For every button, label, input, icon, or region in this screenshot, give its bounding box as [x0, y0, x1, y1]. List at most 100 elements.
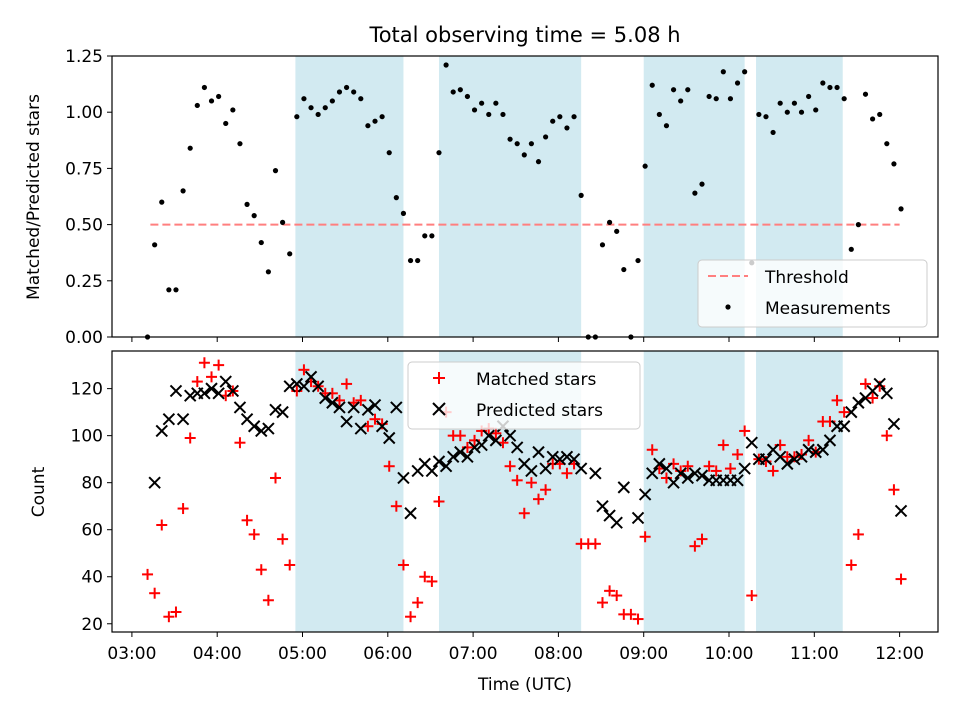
- predicted-star-point: [212, 387, 225, 400]
- measurement-point: [471, 107, 478, 113]
- measurement-point: [422, 233, 428, 239]
- measurement-point: [365, 123, 371, 129]
- predicted-star-point: [532, 445, 545, 459]
- measurement-point: [571, 114, 577, 120]
- measurement-point: [479, 100, 485, 106]
- measurement-point: [606, 219, 613, 225]
- measurement-point: [642, 163, 648, 169]
- predicted-star-point: [162, 412, 176, 426]
- predicted-star-point: [233, 401, 247, 414]
- measurements-legend-swatch: [725, 304, 731, 310]
- measurement-point: [400, 210, 407, 216]
- predicted-star-point: [553, 452, 567, 466]
- measurement-point: [685, 87, 691, 93]
- matched-star-point: [518, 507, 530, 519]
- matched-star-point: [646, 444, 658, 456]
- matched-star-point: [184, 432, 196, 444]
- predicted-star-point: [546, 450, 559, 464]
- matched-star-point: [639, 531, 651, 543]
- matched-star-point: [525, 477, 537, 489]
- matched-star-point: [277, 533, 289, 545]
- matched-star-point: [213, 359, 225, 371]
- predicted-star-point: [695, 469, 709, 482]
- predicted-star-point: [503, 429, 517, 442]
- measurement-point: [763, 114, 769, 120]
- x-axis-label: Time (UTC): [477, 675, 572, 695]
- measurement-point: [258, 239, 264, 246]
- measurement-point: [635, 257, 641, 264]
- predicted-star-point: [354, 422, 368, 435]
- predicted-star-point: [738, 462, 751, 475]
- matched-star-point: [241, 514, 253, 526]
- measurement-point: [358, 96, 364, 102]
- matched-star-point: [838, 406, 850, 418]
- measurement-point: [464, 93, 471, 100]
- predicted-star-point: [219, 375, 232, 388]
- matched-star-point: [156, 519, 168, 531]
- predicted-star-point: [198, 387, 211, 400]
- predicted-star-point: [475, 438, 488, 452]
- predicted-star-point: [205, 382, 218, 395]
- measurement-point: [457, 87, 463, 93]
- matched-star-point: [454, 430, 466, 442]
- predicted-stars-legend-label: Predicted stars: [476, 401, 603, 421]
- matched-star-point: [895, 573, 907, 585]
- predicted-star-point: [816, 443, 830, 456]
- y-tick-label: 80: [81, 474, 103, 494]
- predicted-star-point: [183, 389, 197, 402]
- measurement-point: [514, 141, 520, 147]
- measurement-point: [187, 145, 193, 151]
- matched-star-point: [710, 465, 722, 477]
- matched-star-point: [149, 587, 161, 599]
- matched-star-point: [540, 484, 552, 496]
- matched-star-point: [696, 533, 708, 545]
- top-legend: Threshold Measurements: [697, 259, 928, 328]
- observing-window: [438, 56, 582, 337]
- predicted-star-point: [802, 443, 815, 456]
- predicted-star-point: [276, 405, 289, 419]
- matched-star-point: [412, 597, 424, 609]
- matched-star-point: [177, 503, 189, 515]
- x-tick-label: 10:00: [705, 644, 754, 664]
- measurement-point: [265, 269, 271, 275]
- predicted-star-point: [567, 452, 581, 466]
- measurement-point: [407, 257, 414, 264]
- matched-star-point: [881, 430, 893, 442]
- y-tick-label: 0.50: [65, 216, 103, 236]
- predicted-star-point: [468, 441, 481, 454]
- x-tick-label: 05:00: [278, 644, 327, 664]
- measurement-point: [692, 190, 698, 196]
- measurement-point: [251, 213, 257, 219]
- measurement-point: [820, 80, 826, 86]
- bottom-legend: Matched stars Predicted stars: [407, 361, 641, 430]
- matched-star-point: [724, 463, 736, 475]
- measurement-point: [806, 93, 812, 100]
- predicted-star-point: [646, 467, 659, 480]
- matched-star-point: [625, 608, 637, 620]
- y-tick-label: 120: [71, 380, 103, 400]
- predicted-star-point: [333, 401, 346, 414]
- predicted-star-point: [297, 380, 311, 393]
- measurement-point: [351, 89, 357, 95]
- matched-stars-legend-label: Matched stars: [476, 370, 596, 390]
- predicted-star-point: [290, 377, 304, 391]
- measurement-point: [770, 129, 776, 136]
- predicted-star-point: [319, 391, 332, 405]
- measurement-point: [500, 111, 506, 118]
- measurement-point: [578, 192, 584, 198]
- matched-star-point: [397, 559, 409, 571]
- matched-star-point: [746, 590, 758, 602]
- predicted-star-point: [781, 457, 794, 471]
- measurement-point: [393, 195, 399, 201]
- matched-star-point: [198, 357, 210, 369]
- measurement-point: [870, 116, 876, 122]
- predicted-star-point: [169, 384, 183, 398]
- measurement-point: [287, 251, 293, 257]
- y-tick-label: 0.00: [65, 328, 103, 348]
- predicted-star-point: [375, 420, 389, 433]
- matched-star-point: [433, 495, 445, 507]
- predicted-star-point: [461, 450, 474, 464]
- measurement-point: [713, 96, 719, 102]
- bottom-legend-frame: [407, 361, 641, 430]
